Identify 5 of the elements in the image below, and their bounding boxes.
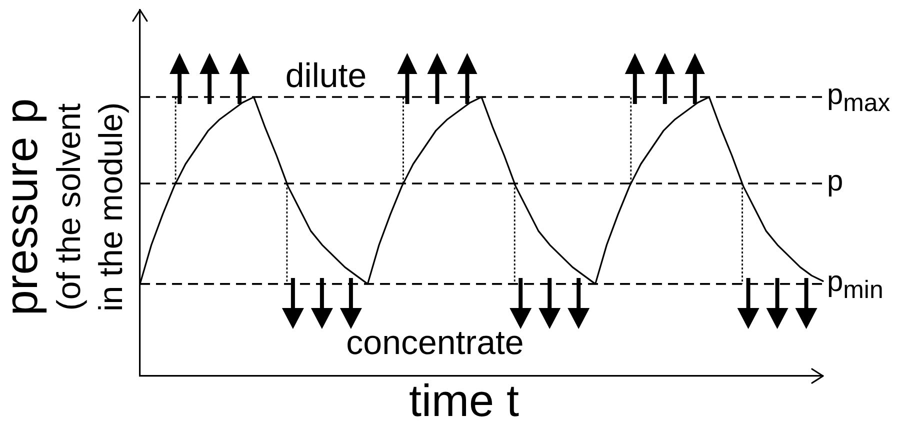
annotation: concentrate — [346, 324, 524, 362]
x-axis-title: time t — [408, 375, 520, 423]
y-axis-title: pressure p (of the solvent in the module) — [0, 98, 129, 316]
text: dilute — [285, 57, 367, 95]
ref-line-label: p — [827, 166, 844, 198]
